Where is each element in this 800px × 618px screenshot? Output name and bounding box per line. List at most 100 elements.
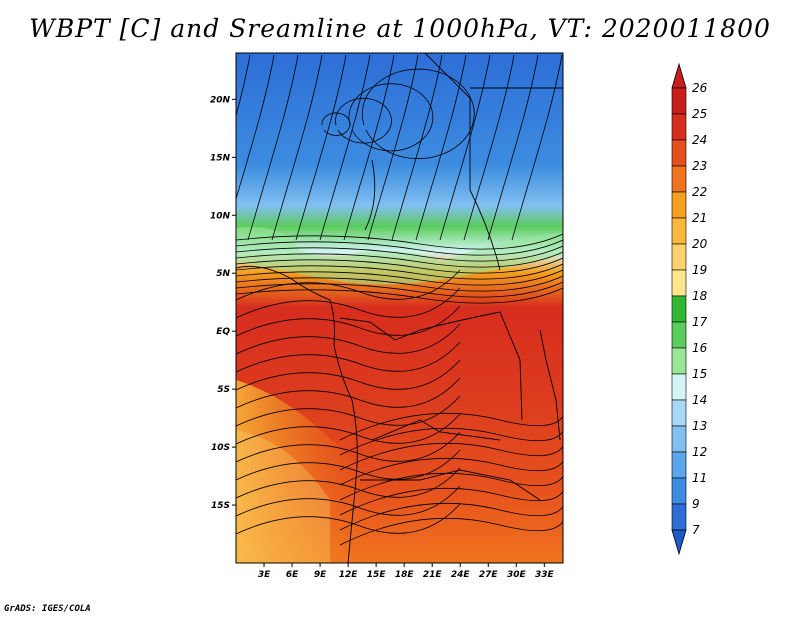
streamline bbox=[236, 239, 563, 256]
streamline bbox=[339, 450, 563, 501]
y-tick-label: 20N bbox=[210, 95, 231, 105]
streamline bbox=[339, 405, 563, 456]
y-tick-label: 10S bbox=[211, 443, 230, 453]
colorbar-label: 11 bbox=[692, 471, 707, 485]
colorbar-min-arrow bbox=[671, 529, 687, 556]
y-tick-label: EQ bbox=[216, 327, 230, 337]
streamline bbox=[236, 431, 461, 463]
map-frame bbox=[235, 52, 564, 564]
x-tick-label: 12E bbox=[339, 570, 359, 580]
streamline bbox=[236, 449, 461, 481]
streamline bbox=[236, 503, 461, 535]
streamline bbox=[236, 377, 461, 409]
colorbar-label: 7 bbox=[692, 523, 700, 537]
streamline bbox=[236, 269, 461, 301]
colorbar-segment bbox=[671, 87, 687, 115]
x-tick-label: 6E bbox=[286, 570, 299, 580]
streamline bbox=[391, 54, 443, 241]
streamline bbox=[339, 435, 563, 486]
streamline bbox=[236, 251, 563, 268]
streamline bbox=[236, 263, 563, 280]
colorbar-segment bbox=[671, 347, 687, 375]
x-tick-label: 18E bbox=[395, 570, 415, 580]
streamline bbox=[439, 54, 491, 241]
streamline bbox=[236, 287, 461, 319]
grads-credit: GrADS: IGES/COLA bbox=[4, 604, 91, 614]
chart-title: WBPT [C] and Sreamline at 1000hPa, VT: 2… bbox=[29, 14, 771, 43]
colorbar-segment bbox=[671, 191, 687, 219]
streamline bbox=[236, 275, 563, 292]
streamline bbox=[236, 359, 461, 391]
x-tick-label: 24E bbox=[451, 570, 471, 580]
colorbar-segment bbox=[671, 243, 687, 271]
colorbar-label: 9 bbox=[692, 497, 700, 511]
streamlines bbox=[236, 54, 563, 546]
colorbar-segment bbox=[671, 295, 687, 323]
colorbar-label: 25 bbox=[692, 107, 707, 121]
y-tick-label: 10N bbox=[210, 211, 231, 221]
streamline bbox=[236, 245, 563, 262]
streamline bbox=[335, 97, 392, 144]
colorbar-label: 12 bbox=[692, 445, 707, 459]
y-tick-label: 5S bbox=[217, 385, 230, 395]
colorbar-segment bbox=[671, 503, 687, 531]
streamline bbox=[339, 390, 563, 441]
colorbar-max-arrow bbox=[671, 62, 687, 89]
streamline bbox=[236, 341, 461, 373]
x-tick-label: 21E bbox=[423, 570, 443, 580]
colorbar-label: 22 bbox=[692, 185, 707, 199]
streamline bbox=[236, 233, 563, 250]
colorbar-segment bbox=[671, 321, 687, 349]
streamline bbox=[319, 54, 371, 241]
streamline bbox=[339, 420, 563, 471]
streamline bbox=[236, 413, 461, 445]
colorbar-segment bbox=[671, 113, 687, 141]
streamline bbox=[236, 54, 251, 118]
streamline bbox=[295, 54, 347, 241]
streamline bbox=[271, 54, 323, 241]
streamline bbox=[236, 281, 563, 298]
colorbar-segment bbox=[671, 425, 687, 453]
y-tick-label: 15S bbox=[211, 501, 230, 511]
x-tick-label: 3E bbox=[258, 570, 271, 580]
colorbar-label: 18 bbox=[692, 289, 708, 303]
colorbar-segment bbox=[671, 451, 687, 479]
streamline bbox=[236, 257, 563, 274]
map-plot-area bbox=[236, 53, 563, 563]
colorbar-segment bbox=[671, 399, 687, 427]
x-tick-label: 27E bbox=[479, 570, 499, 580]
colorbar-label: 24 bbox=[692, 133, 707, 147]
y-axis: 20N 15N 10N 5N EQ 5S 10S 15S bbox=[210, 95, 236, 511]
streamline bbox=[247, 54, 299, 241]
colorbar-label: 14 bbox=[692, 393, 707, 407]
streamline bbox=[339, 495, 563, 546]
x-tick-label: 15E bbox=[367, 570, 387, 580]
y-tick-label: 15N bbox=[210, 153, 231, 163]
colorbar-label: 15 bbox=[692, 367, 707, 381]
colorbar-label: 23 bbox=[692, 159, 707, 173]
colorbar-label: 20 bbox=[692, 237, 708, 251]
colorbar-label: 13 bbox=[692, 419, 707, 433]
streamline bbox=[361, 68, 475, 160]
streamline bbox=[339, 465, 563, 516]
colorbar-segment bbox=[671, 165, 687, 193]
streamline bbox=[339, 480, 563, 531]
streamline bbox=[236, 54, 275, 201]
x-tick-label: 33E bbox=[535, 570, 555, 580]
streamline bbox=[415, 54, 467, 241]
streamline bbox=[236, 269, 563, 286]
colorbar-segment bbox=[671, 217, 687, 245]
streamline bbox=[236, 287, 563, 304]
x-tick-label: 9E bbox=[314, 570, 327, 580]
streamline bbox=[236, 395, 461, 427]
x-tick-label: 30E bbox=[507, 570, 527, 580]
y-tick-label: 5N bbox=[216, 269, 230, 279]
colorbar-label: 16 bbox=[692, 341, 708, 355]
country-borders bbox=[236, 53, 563, 563]
colorbar-segment bbox=[671, 373, 687, 401]
streamline bbox=[348, 83, 434, 152]
streamline bbox=[236, 485, 461, 517]
streamline bbox=[236, 323, 461, 355]
colorbar-label: 19 bbox=[692, 263, 707, 277]
